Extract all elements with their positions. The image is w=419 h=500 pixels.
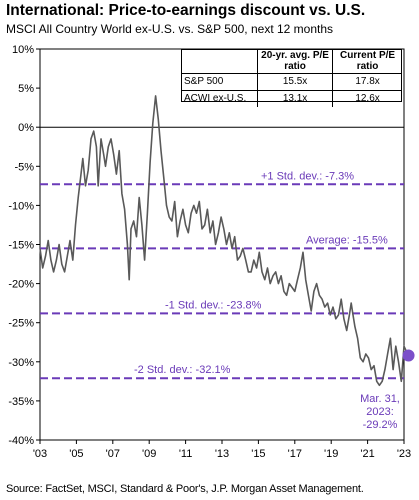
x-tick-label: '11 [179, 448, 193, 460]
x-tick-label: '23 [397, 448, 411, 460]
x-tick-label: '09 [142, 448, 156, 460]
table-row: S&P 500 15.5x 17.8x [181, 73, 402, 91]
y-tick-label: -35% [8, 396, 34, 408]
y-tick-label: -30% [8, 357, 34, 369]
table-cell: 12.6x [332, 90, 402, 107]
y-tick-label: 0% [18, 122, 34, 134]
series-layer [39, 95, 410, 387]
x-tick-label: '03 [33, 448, 47, 460]
pe-table-header-avg: 20-yr. avg. P/E ratio [256, 49, 333, 74]
series-line [39, 95, 410, 387]
current-point-label: -29.2% [363, 419, 398, 431]
y-tick-label: -25% [8, 318, 34, 330]
x-tick-label: '07 [106, 448, 120, 460]
reference-lines: +1 Std. dev.: -7.3% Average: -15.5% -1 Std… [40, 170, 404, 380]
axes: 10%5%0%-5%-10%-15%-20%-25%-30%-35%-40%'0… [8, 44, 411, 460]
y-tick-label: -5% [14, 161, 34, 173]
pe-table-header-current: Current P/E ratio [332, 49, 402, 74]
y-tick-label: -40% [8, 435, 34, 447]
x-tick-label: '05 [69, 448, 83, 460]
pe-table-header-blank [181, 49, 258, 74]
table-cell: ACWI ex-U.S. [184, 93, 247, 104]
reference-line-label: Average: -15.5% [306, 234, 388, 246]
chart-title: International: Price-to-earnings discoun… [6, 2, 366, 19]
x-tick-label: '13 [215, 448, 229, 460]
table-cell: 13.1x [256, 90, 333, 107]
table-row: ACWI ex-U.S. 13.1x 12.6x [181, 90, 402, 107]
reference-line-label: +1 Std. dev.: -7.3% [261, 170, 354, 182]
source-note: Source: FactSet, MSCI, Standard & Poor's… [6, 483, 364, 495]
y-tick-label: 5% [18, 83, 34, 95]
x-tick-label: '15 [251, 448, 265, 460]
table-cell: 15.5x [256, 73, 333, 91]
pe-table: 20-yr. avg. P/E ratio Current P/E ratio … [181, 49, 402, 107]
current-marker-layer: Mar. 31,2023:-29.2% [360, 349, 415, 431]
y-tick-label: -20% [8, 279, 34, 291]
reference-line-label: -1 Std. dev.: -23.8% [165, 299, 262, 311]
x-tick-label: '19 [324, 448, 338, 460]
y-tick-label: -15% [8, 240, 34, 252]
reference-line-label: -2 Std. dev.: -32.1% [134, 364, 231, 376]
current-point-label: 2023: [366, 406, 394, 418]
x-tick-label: '21 [360, 448, 374, 460]
current-point-label: Mar. 31, [360, 393, 400, 405]
y-tick-label: 10% [12, 44, 34, 56]
x-tick-label: '17 [288, 448, 302, 460]
chart-subtitle: MSCI All Country World ex-U.S. vs. S&P 5… [6, 22, 334, 36]
table-cell: 17.8x [332, 73, 402, 91]
y-tick-label: -10% [8, 200, 34, 212]
table-cell: S&P 500 [181, 73, 258, 91]
current-point-marker [402, 349, 415, 362]
